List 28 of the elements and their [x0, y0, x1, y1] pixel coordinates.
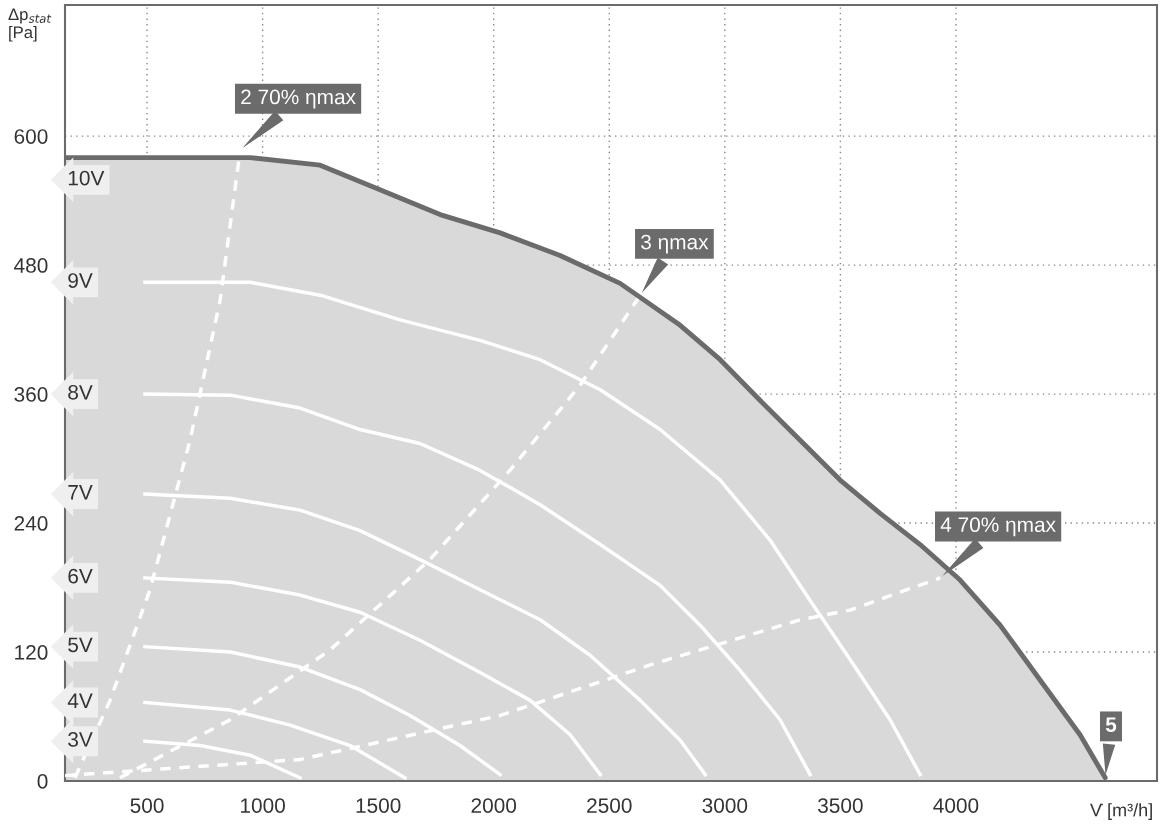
text: 3V — [68, 732, 93, 747]
text: 9V — [68, 273, 93, 288]
annotation: 4 70% ηmax — [940, 517, 1056, 537]
y-axis-title: Δp$_{stat}$ [Pa] — [8, 8, 52, 42]
text: 4V — [67, 693, 93, 708]
x-tick-label: 2000 — [471, 798, 517, 813]
series-label: 10V — [68, 170, 105, 186]
x-tick-label: 3500 — [818, 798, 863, 813]
x-tick-label: 4000 — [933, 798, 979, 813]
x-tick-label: 500 — [130, 798, 164, 813]
annotation: 5 — [1105, 717, 1117, 732]
text: 7V — [68, 485, 93, 500]
y-tick-label: 240 — [14, 516, 48, 531]
text: 6V — [68, 568, 93, 584]
text: 5V — [68, 637, 93, 653]
y-tick-label: 120 — [15, 645, 48, 660]
x-tick-label: 1000 — [241, 798, 285, 813]
y-tick-label: 360 — [14, 387, 48, 402]
x-tick-label: 2500 — [587, 798, 632, 813]
y-tick-label: 0 — [37, 774, 48, 789]
y-tick-label: 600 — [14, 129, 48, 144]
annotation: 2 70% ηmax — [241, 89, 356, 109]
annotation: 3 ηmax — [641, 234, 709, 254]
x-tick-label: 1500 — [356, 798, 401, 813]
x-tick-label: 3000 — [702, 798, 748, 813]
x-axis-title: V̇ [m³/h] — [1090, 803, 1152, 820]
y-tick-label: 480 — [14, 258, 48, 273]
text: 8V — [68, 384, 93, 400]
